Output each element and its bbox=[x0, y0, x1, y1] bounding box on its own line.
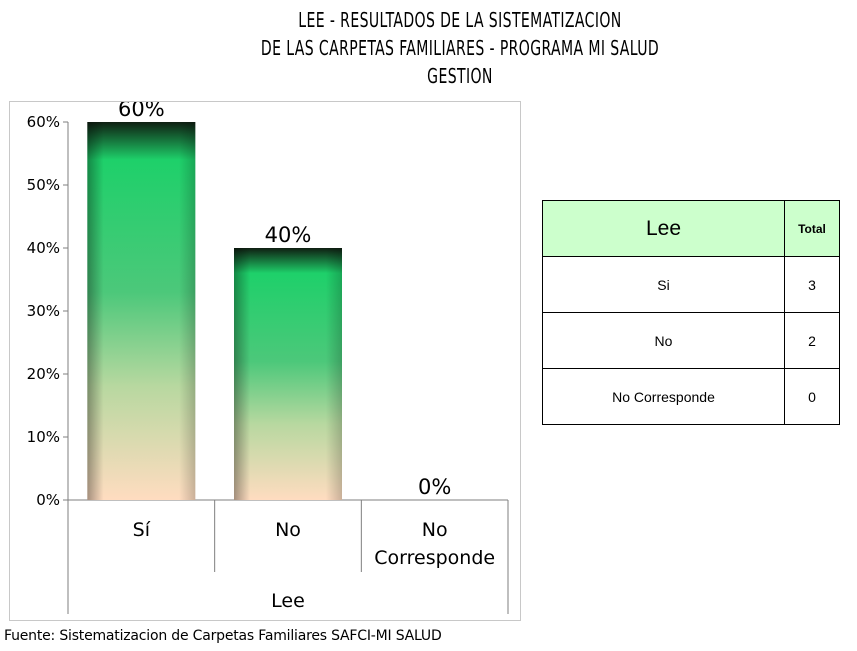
data-label: 40% bbox=[265, 223, 312, 247]
table-header-lee: Lee bbox=[542, 200, 785, 257]
table-row: No 2 bbox=[542, 312, 840, 369]
data-table: Lee Total Si 3 No 2 No Corresponde 0 bbox=[542, 200, 840, 425]
x-tick-label: No Corresponde bbox=[374, 519, 495, 569]
x-axis-title: Lee bbox=[271, 590, 305, 612]
x-tick-label: No bbox=[275, 519, 301, 541]
y-tick-label: 20% bbox=[27, 365, 60, 383]
source-note: Fuente: Sistematizacion de Carpetas Fami… bbox=[4, 628, 442, 644]
table-cell-category: No Corresponde bbox=[542, 368, 785, 425]
chart-title: LEE - RESULTADOS DE LA SISTEMATIZACION D… bbox=[148, 6, 772, 90]
y-tick-label: 50% bbox=[27, 176, 60, 194]
data-label: 0% bbox=[418, 475, 451, 499]
y-tick-label: 60% bbox=[27, 113, 60, 131]
table-cell-total: 2 bbox=[784, 312, 840, 369]
chart-area: 0% 10% 20% 30% 40% 50% 60% 60% 40% 0% Sí No No Corre… bbox=[9, 101, 521, 621]
bar-chart: 0% 10% 20% 30% 40% 50% 60% 60% 40% 0% Sí No No Corre… bbox=[27, 102, 509, 614]
title-line-3: GESTION bbox=[427, 64, 493, 88]
table-cell-category: No bbox=[542, 312, 785, 369]
table-header-row: Lee Total bbox=[542, 200, 840, 257]
bar-shade bbox=[87, 122, 196, 500]
x-tick-label: Sí bbox=[133, 519, 151, 541]
table-row: Si 3 bbox=[542, 256, 840, 313]
table-cell-category: Si bbox=[542, 256, 785, 313]
table-cell-total: 0 bbox=[784, 368, 840, 425]
table-cell-total: 3 bbox=[784, 256, 840, 313]
title-line-1: LEE - RESULTADOS DE LA SISTEMATIZACION bbox=[298, 8, 622, 32]
y-tick-label: 10% bbox=[27, 428, 60, 446]
table-header-total: Total bbox=[784, 200, 840, 257]
y-tick-label: 30% bbox=[27, 302, 60, 320]
data-label: 60% bbox=[118, 102, 165, 121]
y-tick-label: 0% bbox=[36, 491, 60, 509]
title-line-2: DE LAS CARPETAS FAMILIARES - PROGRAMA MI… bbox=[260, 36, 660, 60]
y-tick-label: 40% bbox=[27, 239, 60, 257]
table-row: No Corresponde 0 bbox=[542, 368, 840, 425]
bar-shade bbox=[234, 248, 342, 500]
